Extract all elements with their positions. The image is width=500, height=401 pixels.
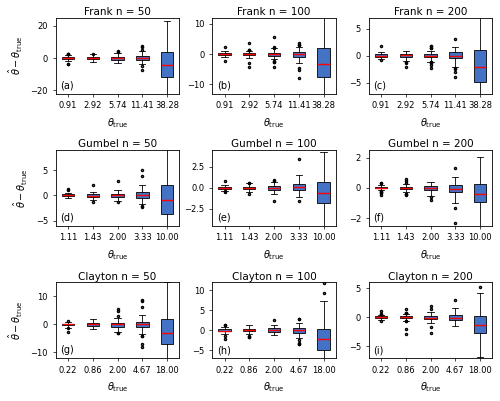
Text: (i): (i): [374, 345, 384, 355]
Title: Gumbel n = 200: Gumbel n = 200: [388, 139, 474, 149]
PathPatch shape: [474, 184, 486, 202]
PathPatch shape: [318, 182, 330, 203]
PathPatch shape: [136, 192, 148, 198]
PathPatch shape: [424, 54, 436, 57]
Title: Clayton n = 100: Clayton n = 100: [232, 271, 316, 282]
PathPatch shape: [449, 53, 462, 59]
PathPatch shape: [318, 328, 330, 350]
PathPatch shape: [112, 323, 124, 326]
PathPatch shape: [474, 316, 486, 333]
PathPatch shape: [112, 57, 124, 59]
X-axis label: $\theta_{\mathrm{true}}$: $\theta_{\mathrm{true}}$: [420, 248, 442, 262]
PathPatch shape: [400, 187, 412, 189]
PathPatch shape: [400, 54, 412, 57]
PathPatch shape: [218, 53, 230, 55]
PathPatch shape: [449, 315, 462, 320]
Title: Clayton n = 200: Clayton n = 200: [388, 271, 473, 282]
Text: (h): (h): [217, 345, 231, 355]
X-axis label: $\theta_{\mathrm{true}}$: $\theta_{\mathrm{true}}$: [420, 116, 442, 130]
PathPatch shape: [62, 57, 74, 59]
PathPatch shape: [243, 186, 256, 189]
Text: (c): (c): [374, 81, 386, 91]
PathPatch shape: [218, 329, 230, 331]
Title: Clayton n = 50: Clayton n = 50: [78, 271, 156, 282]
PathPatch shape: [161, 53, 173, 77]
PathPatch shape: [449, 185, 462, 192]
PathPatch shape: [375, 187, 387, 188]
X-axis label: $\theta_{\mathrm{true}}$: $\theta_{\mathrm{true}}$: [264, 116, 285, 130]
PathPatch shape: [400, 316, 412, 318]
PathPatch shape: [243, 328, 256, 331]
PathPatch shape: [218, 187, 230, 189]
PathPatch shape: [86, 194, 99, 196]
PathPatch shape: [375, 316, 387, 318]
Text: (f): (f): [374, 213, 384, 223]
Text: (e): (e): [217, 213, 230, 223]
PathPatch shape: [292, 184, 305, 190]
PathPatch shape: [268, 328, 280, 332]
PathPatch shape: [136, 56, 148, 60]
PathPatch shape: [243, 53, 256, 55]
X-axis label: $\theta_{\mathrm{true}}$: $\theta_{\mathrm{true}}$: [107, 116, 128, 130]
PathPatch shape: [112, 194, 124, 197]
Title: Frank n = 50: Frank n = 50: [84, 7, 151, 17]
Title: Gumbel n = 100: Gumbel n = 100: [231, 139, 317, 149]
PathPatch shape: [292, 328, 305, 333]
Title: Gumbel n = 50: Gumbel n = 50: [78, 139, 157, 149]
PathPatch shape: [86, 57, 99, 59]
PathPatch shape: [474, 50, 486, 82]
PathPatch shape: [161, 319, 173, 344]
PathPatch shape: [62, 194, 74, 196]
PathPatch shape: [375, 54, 387, 57]
PathPatch shape: [292, 52, 305, 57]
PathPatch shape: [136, 322, 148, 327]
Y-axis label: $\hat{\theta} - \theta_{\mathrm{true}}$: $\hat{\theta} - \theta_{\mathrm{true}}$: [12, 168, 30, 208]
Title: Frank n = 200: Frank n = 200: [394, 7, 467, 17]
PathPatch shape: [86, 323, 99, 326]
PathPatch shape: [268, 53, 280, 56]
Text: (d): (d): [60, 213, 74, 223]
Title: Frank n = 100: Frank n = 100: [238, 7, 310, 17]
PathPatch shape: [318, 48, 330, 77]
PathPatch shape: [268, 186, 280, 190]
X-axis label: $\theta_{\mathrm{true}}$: $\theta_{\mathrm{true}}$: [107, 380, 128, 394]
Y-axis label: $\hat{\theta} - \theta_{\mathrm{true}}$: $\hat{\theta} - \theta_{\mathrm{true}}$: [7, 300, 25, 340]
PathPatch shape: [424, 316, 436, 319]
Text: (g): (g): [60, 345, 74, 355]
Text: (b): (b): [217, 81, 231, 91]
Text: (a): (a): [60, 81, 74, 91]
PathPatch shape: [424, 186, 436, 190]
X-axis label: $\theta_{\mathrm{true}}$: $\theta_{\mathrm{true}}$: [107, 248, 128, 262]
X-axis label: $\theta_{\mathrm{true}}$: $\theta_{\mathrm{true}}$: [264, 380, 285, 394]
PathPatch shape: [62, 324, 74, 325]
X-axis label: $\theta_{\mathrm{true}}$: $\theta_{\mathrm{true}}$: [264, 248, 285, 262]
PathPatch shape: [161, 185, 173, 214]
X-axis label: $\theta_{\mathrm{true}}$: $\theta_{\mathrm{true}}$: [420, 380, 442, 394]
Y-axis label: $\hat{\theta} - \theta_{\mathrm{true}}$: $\hat{\theta} - \theta_{\mathrm{true}}$: [7, 36, 25, 75]
